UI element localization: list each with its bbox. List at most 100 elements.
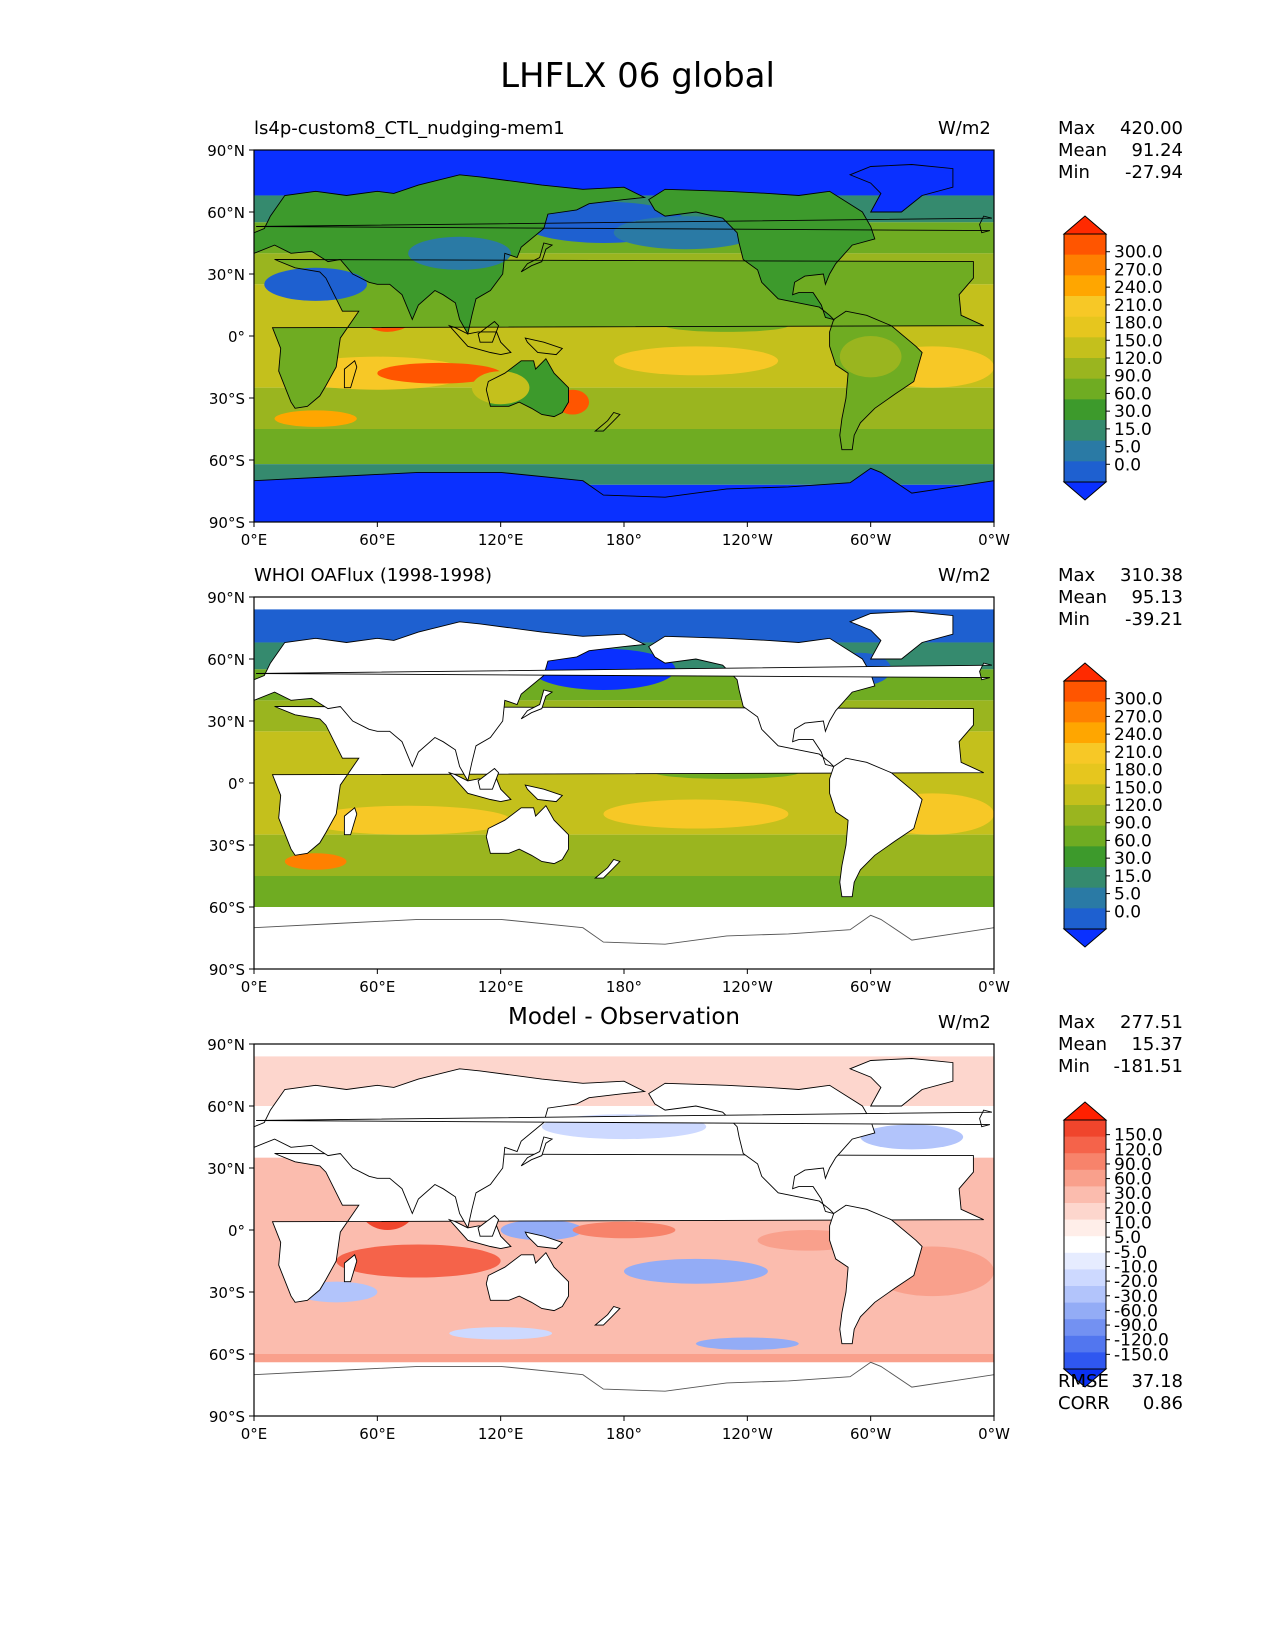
colorbar-extend-min: [1062, 928, 1108, 948]
x-tick-label: 120°E: [478, 531, 524, 549]
land-eurasia: [254, 174, 647, 336]
x-tick-label: 120°W: [722, 978, 773, 996]
y-tick-label: 60°S: [209, 1346, 245, 1364]
y-tick-label: 0°: [228, 775, 245, 793]
field-blob: [336, 1244, 501, 1278]
colorbar-segment: [1064, 1269, 1106, 1287]
colorbar-extend-max: [1062, 1101, 1108, 1121]
y-tick-label: 90°N: [207, 1036, 245, 1054]
skill-scores: RMSE 37.18 CORR 0.86: [1058, 1371, 1183, 1415]
x-tick-label: 120°W: [722, 531, 773, 549]
colorbar-segment: [1064, 825, 1106, 847]
colorbar-extend-min: [1062, 481, 1108, 501]
land-uk: [256, 215, 993, 234]
colorbar-tick-label: 30.0: [1114, 849, 1152, 869]
colorbar-tick-label: 0.0: [1114, 902, 1141, 922]
colorbar-segment: [1064, 275, 1106, 297]
land-indonesia: [447, 324, 512, 356]
colorbar-tick-label: 90.0: [1114, 814, 1152, 834]
colorbar-segment: [1064, 1203, 1106, 1221]
colorbar-segment: [1064, 1252, 1106, 1270]
map-plot: 90°N 60°N 30°N 0° 30°S 60°S 90°S0°E 60°E 120°E 18…: [207, 1036, 1169, 1443]
colorbar-segment: [1064, 337, 1106, 359]
x-tick-label: 0°E: [241, 1425, 268, 1443]
field-blob: [264, 267, 368, 301]
stat-max-value: 277.51: [1120, 1012, 1183, 1033]
land-japan: [520, 1136, 554, 1167]
land-greenland: [848, 611, 954, 660]
land-uk: [256, 662, 993, 681]
units-label: W/m2: [938, 1012, 991, 1033]
colorbar-segment: [1064, 722, 1106, 744]
map-field: [254, 150, 994, 522]
figure-title: LHFLX 06 global: [500, 56, 775, 96]
x-tick-label: 0°E: [241, 531, 268, 549]
field-blob: [284, 853, 347, 870]
field-blob: [500, 1219, 583, 1241]
land-antarctica: [254, 914, 994, 969]
colorbar-segment: [1064, 763, 1106, 785]
y-tick-label: 90°S: [209, 1408, 245, 1426]
colorbar-tick-label: 30.0: [1114, 1184, 1152, 1204]
stat-mean-value: 15.37: [1131, 1034, 1183, 1055]
field-blob: [603, 799, 789, 829]
corr-value: 0.86: [1142, 1393, 1183, 1414]
colorbar-segment: [1064, 1169, 1106, 1187]
stat-min-value: -27.94: [1124, 162, 1183, 183]
map-plot: 90°N 60°N 30°N 0° 30°S 60°S 90°S0°E 60°E 120°E 18…: [207, 142, 1163, 549]
colorbar-tick-label: 15.0: [1114, 867, 1152, 887]
stat-min-value: -39.21: [1124, 609, 1183, 630]
x-tick-label: 60°E: [359, 1425, 395, 1443]
y-tick-label: 30°N: [207, 713, 245, 731]
y-tick-label: 0°: [228, 328, 245, 346]
colorbar-tick-label: 60.0: [1114, 831, 1152, 851]
stat-max-label: Max: [1058, 565, 1096, 586]
colorbar-tick-label: -60.0: [1114, 1301, 1158, 1321]
colorbar-extend-max: [1062, 215, 1108, 235]
stat-min-label: Min: [1058, 1056, 1090, 1077]
x-tick-label: 180°: [606, 531, 642, 549]
y-tick-label: 30°S: [209, 1284, 245, 1302]
x-tick-label: 60°E: [359, 978, 395, 996]
x-tick-label: 60°E: [359, 531, 395, 549]
field-blob: [408, 236, 511, 270]
colorbar-tick-label: 120.0: [1114, 349, 1163, 369]
field-band: [254, 1354, 994, 1363]
colorbar-tick-label: 60.0: [1114, 384, 1152, 404]
panel-difference: Model - Observation W/m2 Max 277.51 Mean 1…: [0, 1004, 1275, 1482]
colorbar-segment: [1064, 254, 1106, 276]
colorbar-segment: [1064, 234, 1106, 256]
x-tick-label: 120°E: [478, 1425, 524, 1443]
colorbar-segment: [1064, 887, 1106, 909]
colorbar-segment: [1064, 867, 1106, 889]
y-tick-label: 90°N: [207, 589, 245, 607]
land-antarctica: [254, 467, 994, 522]
panel-title: ls4p-custom8_CTL_nudging-mem1: [254, 118, 565, 139]
colorbar-segment: [1064, 1153, 1106, 1171]
colorbar-segment: [1064, 681, 1106, 703]
colorbar-tick-label: 20.0: [1114, 1199, 1152, 1219]
land-papua: [524, 337, 564, 356]
colorbar-segment: [1064, 1302, 1106, 1320]
land-borneo: [477, 767, 500, 790]
panel-title: WHOI OAFlux (1998-1998): [254, 565, 492, 586]
colorbar-segment: [1064, 1219, 1106, 1237]
colorbar-segment: [1064, 1319, 1106, 1337]
land-greenland: [848, 1058, 954, 1107]
colorbar-tick-label: 240.0: [1114, 725, 1163, 745]
colorbar-tick-label: 270.0: [1114, 260, 1163, 280]
y-tick-label: 60°N: [207, 651, 245, 669]
colorbar-segment: [1064, 908, 1106, 930]
stat-mean-label: Mean: [1058, 587, 1108, 608]
y-tick-label: 90°S: [209, 961, 245, 979]
colorbar-extend-max: [1062, 662, 1108, 682]
colorbar-tick-label: 5.0: [1114, 1228, 1141, 1248]
colorbar-tick-label: 150.0: [1114, 331, 1163, 351]
x-tick-label: 60°W: [850, 1425, 892, 1443]
colorbar-tick-label: 5.0: [1114, 885, 1141, 905]
y-tick-label: 60°S: [209, 899, 245, 917]
stat-mean-label: Mean: [1058, 140, 1108, 161]
colorbar-tick-label: 210.0: [1114, 296, 1163, 316]
colorbar-segment: [1064, 378, 1106, 400]
stat-min-label: Min: [1058, 162, 1090, 183]
